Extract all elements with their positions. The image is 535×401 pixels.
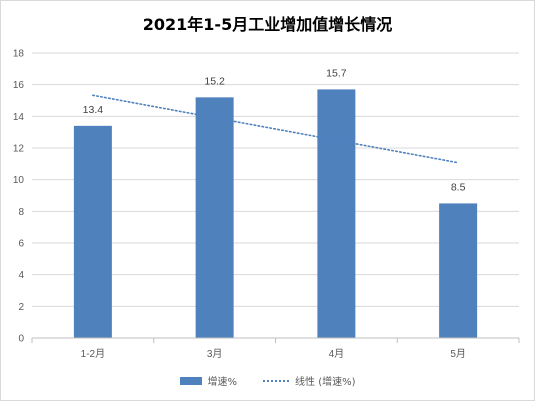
y-tick-label: 14	[13, 112, 25, 123]
legend-trendline-swatch	[263, 379, 290, 382]
bar-0	[73, 125, 112, 338]
y-tick-label: 2	[18, 302, 24, 313]
legend-item-series: 增速%	[179, 373, 238, 388]
x-tick-label: 4月	[329, 348, 345, 360]
bar-2	[317, 89, 356, 339]
y-tick-label: 0	[18, 334, 24, 345]
y-tick-label: 8	[18, 207, 24, 218]
data-label-2: 15.7	[326, 67, 347, 79]
y-tick-label: 12	[13, 144, 25, 155]
y-tick-label: 10	[13, 175, 25, 186]
y-tick-label: 18	[13, 49, 25, 60]
legend-bar-swatch	[179, 376, 202, 385]
bar-3	[439, 203, 478, 338]
y-tick-label: 4	[18, 270, 24, 281]
legend-series-label: 增速%	[207, 377, 238, 388]
legend-trendline-label: 线性 (增速%)	[295, 377, 356, 388]
legend-item-trendline: 线性 (增速%)	[263, 373, 356, 388]
x-tick-label: 3月	[207, 348, 223, 360]
x-tick-label: 1-2月	[81, 348, 105, 360]
data-label-1: 15.2	[204, 75, 225, 87]
chart-title: 2021年1-5月工业增加值增长情况	[142, 15, 393, 34]
y-tick-label: 6	[18, 239, 24, 250]
trendline	[92, 94, 459, 164]
legend: 增速% 线性 (增速%)	[1, 373, 534, 388]
data-label-3: 8.5	[451, 181, 466, 193]
bar-1	[195, 97, 234, 338]
x-tick-label: 5月	[450, 348, 466, 360]
data-label-0: 13.4	[83, 104, 104, 116]
y-tick-label: 16	[13, 80, 25, 91]
